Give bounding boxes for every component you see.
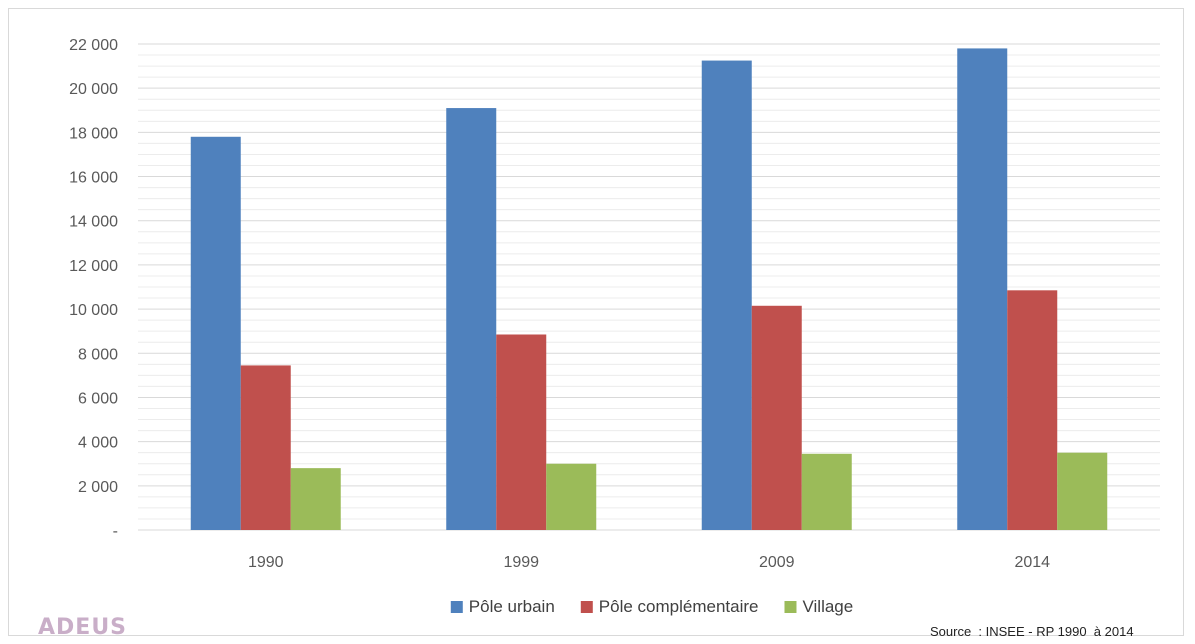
bar-p-le-urbain-1990 [190,136,241,531]
y-tick-label: 12 000 [69,258,118,275]
x-tick-label: 2014 [1014,554,1050,571]
legend-label: Village [802,597,853,616]
y-axis-tick-labels: - 2 000 4 000 6 000 8 000 10 000 12 000 14 000 1… [69,37,118,540]
adeus-logo: ADEUS [38,615,128,640]
chart-frame [8,8,1184,636]
x-axis-tick-labels: 1990 1999 2009 2014 [248,554,1050,571]
legend-label: Pôle complémentaire [599,597,759,616]
bar-p-le-compl-mentaire-2009 [751,305,802,530]
bars [190,48,1108,531]
x-tick-label: 1999 [503,554,539,571]
y-tick-label: 18 000 [69,125,118,142]
y-tick-label: 10 000 [69,302,118,319]
bar-p-le-compl-mentaire-2014 [1007,290,1058,530]
y-tick-label: - [113,523,118,540]
y-tick-label: 22 000 [69,37,118,54]
y-tick-label: 20 000 [69,81,118,98]
source-note: Source : INSEE - RP 1990 à 2014 [930,624,1134,639]
legend-swatch [580,601,593,613]
y-tick-label: 8 000 [78,346,118,363]
x-tick-label: 2009 [759,554,795,571]
bar-village-2009 [801,453,852,530]
legend: Pôle urbain Pôle complémentaire Village [450,597,853,616]
bar-village-1999 [546,463,597,530]
y-tick-label: 14 000 [69,214,118,231]
y-tick-label: 2 000 [78,479,118,496]
legend-swatch [784,601,797,613]
legend-label: Pôle urbain [469,597,555,616]
bar-p-le-urbain-2009 [701,60,752,531]
bar-village-2014 [1057,452,1108,530]
y-tick-label: 4 000 [78,435,118,452]
x-tick-label: 1990 [248,554,284,571]
bar-p-le-urbain-1999 [446,108,497,531]
bar-p-le-compl-mentaire-1990 [240,365,291,530]
legend-swatch [450,601,463,613]
bar-p-le-compl-mentaire-1999 [496,334,547,530]
y-tick-label: 6 000 [78,390,118,407]
bar-village-1990 [290,468,341,530]
y-tick-label: 16 000 [69,170,118,187]
bar-p-le-urbain-2014 [957,48,1008,530]
